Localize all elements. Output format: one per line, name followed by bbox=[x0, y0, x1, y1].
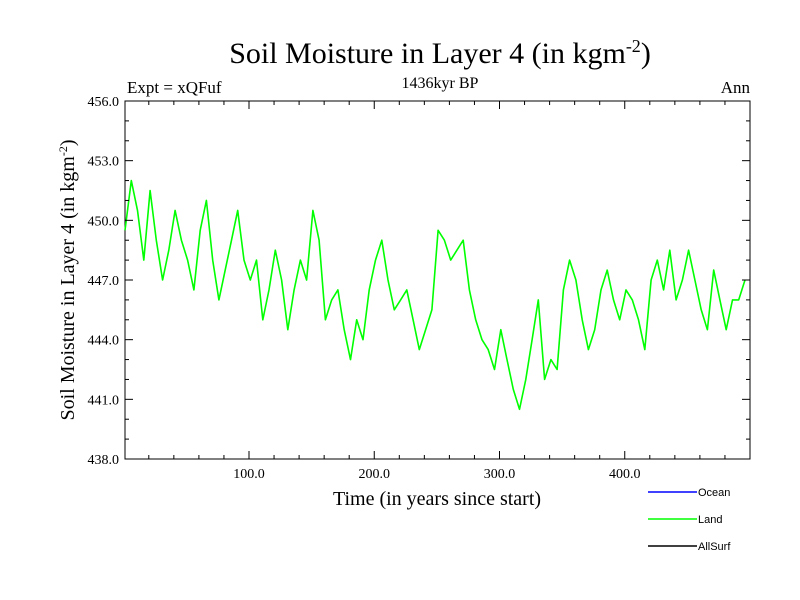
legend-label-land: Land bbox=[698, 514, 722, 526]
y-axis-label: Soil Moisture in Layer 4 (in kgm-2) bbox=[56, 139, 79, 420]
axis-ticks: 100.0 200.0 300.0 400.0 438.0 441.0 444.0 447.0… bbox=[88, 95, 750, 482]
data-series bbox=[124, 179, 746, 411]
x-axis-label: Time (in years since start) bbox=[333, 488, 541, 510]
y-tick-label: 438.0 bbox=[88, 453, 120, 468]
plot-area: 100.0 200.0 300.0 400.0 438.0 441.0 444.0 447.0… bbox=[88, 95, 751, 482]
experiment-label: Expt = xQFuf bbox=[127, 78, 222, 97]
chart-title: Soil Moisture in Layer 4 (in kgm-2) bbox=[229, 36, 651, 70]
y-tick-label: 447.0 bbox=[88, 274, 120, 289]
y-tick-label: 444.0 bbox=[88, 334, 120, 349]
y-tick-label: 456.0 bbox=[88, 95, 120, 110]
chart-subtitle: 1436kyr BP bbox=[402, 75, 479, 92]
y-tick-label: 450.0 bbox=[88, 214, 120, 229]
plot-frame bbox=[124, 100, 751, 460]
legend: Ocean Land AllSurf bbox=[648, 487, 731, 553]
y-tick-label: 441.0 bbox=[88, 393, 120, 408]
x-tick-label: 300.0 bbox=[484, 467, 516, 482]
x-tick-label: 100.0 bbox=[233, 467, 265, 482]
season-label: Ann bbox=[721, 78, 751, 97]
legend-label-ocean: Ocean bbox=[698, 487, 730, 499]
x-tick-label: 200.0 bbox=[358, 467, 390, 482]
legend-label-allsurf: AllSurf bbox=[698, 541, 731, 553]
x-tick-label: 400.0 bbox=[609, 467, 641, 482]
y-tick-label: 453.0 bbox=[88, 155, 120, 170]
series-line-land bbox=[124, 179, 746, 411]
